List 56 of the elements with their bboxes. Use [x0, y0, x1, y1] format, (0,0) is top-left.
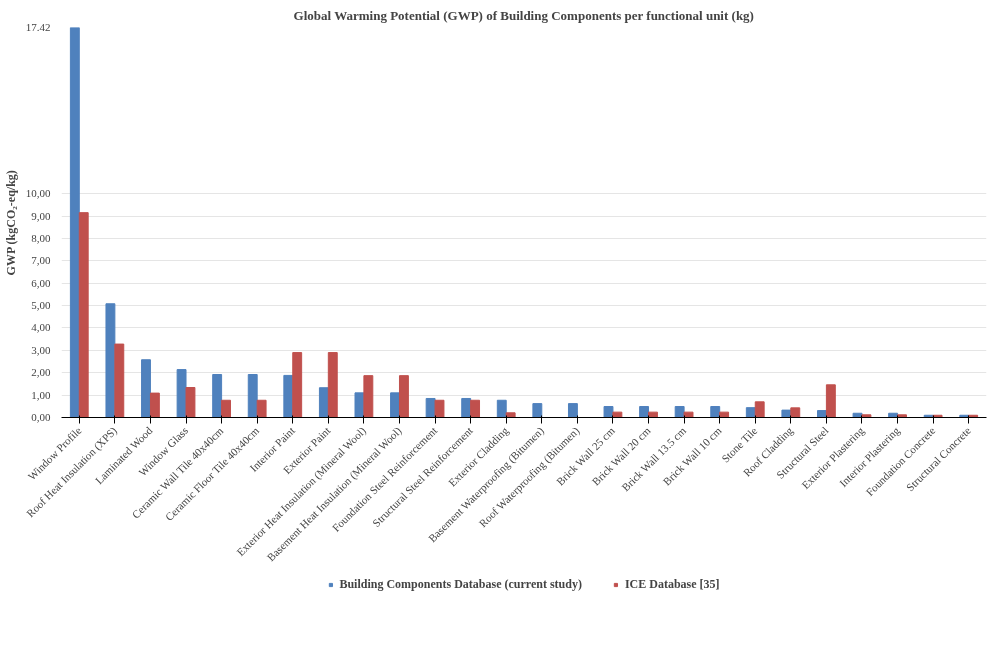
bar	[78, 212, 89, 418]
bar	[69, 27, 80, 418]
bar	[754, 401, 765, 418]
bar	[327, 352, 338, 418]
y-tick-label: 9,00	[31, 209, 51, 222]
y-tick-label: 7,00	[31, 254, 51, 267]
bar	[648, 411, 658, 418]
y-axis-title: GWP (kgCO₂-eq/kg)	[3, 170, 18, 276]
bar	[105, 303, 116, 418]
y-tick-label: 10,00	[25, 187, 51, 200]
bar	[185, 387, 196, 418]
bar	[292, 352, 303, 418]
y-tick-label: 8,00	[31, 231, 51, 244]
y-tick-label: 4,00	[31, 321, 51, 334]
bar	[781, 409, 792, 418]
bar	[149, 392, 160, 418]
bar	[719, 411, 730, 418]
y-tick-label: 17.42	[25, 21, 51, 33]
bar	[861, 414, 872, 418]
y-tick-label: 0,00	[31, 411, 51, 423]
y-tick-label: 1,00	[31, 388, 51, 401]
bar	[603, 406, 614, 418]
bar	[897, 414, 907, 418]
bar	[434, 399, 445, 418]
bar	[114, 343, 125, 418]
y-tick-label: 6,00	[31, 276, 51, 289]
bar	[790, 407, 801, 418]
bar	[354, 392, 365, 418]
bar	[567, 403, 578, 418]
y-tick-label: 3,00	[31, 343, 51, 356]
bar	[505, 412, 516, 418]
chart-title: Global Warming Potential (GWP) of Building Components per functional unit (kg)	[293, 7, 754, 23]
bar	[256, 399, 267, 418]
legend-label: ICE Database [35]	[624, 576, 720, 592]
bar	[390, 392, 400, 418]
bar	[825, 384, 836, 418]
bar	[318, 387, 329, 418]
bar	[532, 403, 543, 418]
bar	[176, 369, 187, 418]
bar	[283, 374, 294, 418]
bar	[683, 411, 694, 418]
bar	[639, 406, 650, 418]
bar	[398, 375, 409, 418]
bar	[612, 411, 623, 418]
bar	[470, 399, 481, 418]
bar	[221, 399, 231, 418]
bar	[141, 359, 151, 418]
bar	[496, 399, 507, 418]
y-tick-label: 2,00	[31, 366, 51, 379]
bar	[363, 375, 374, 418]
legend-label: Building Components Database (current study)	[339, 576, 582, 592]
bar	[247, 374, 258, 418]
bar	[461, 397, 472, 418]
bar	[710, 406, 721, 418]
y-tick-label: 5,00	[31, 299, 51, 312]
bar	[212, 374, 223, 418]
